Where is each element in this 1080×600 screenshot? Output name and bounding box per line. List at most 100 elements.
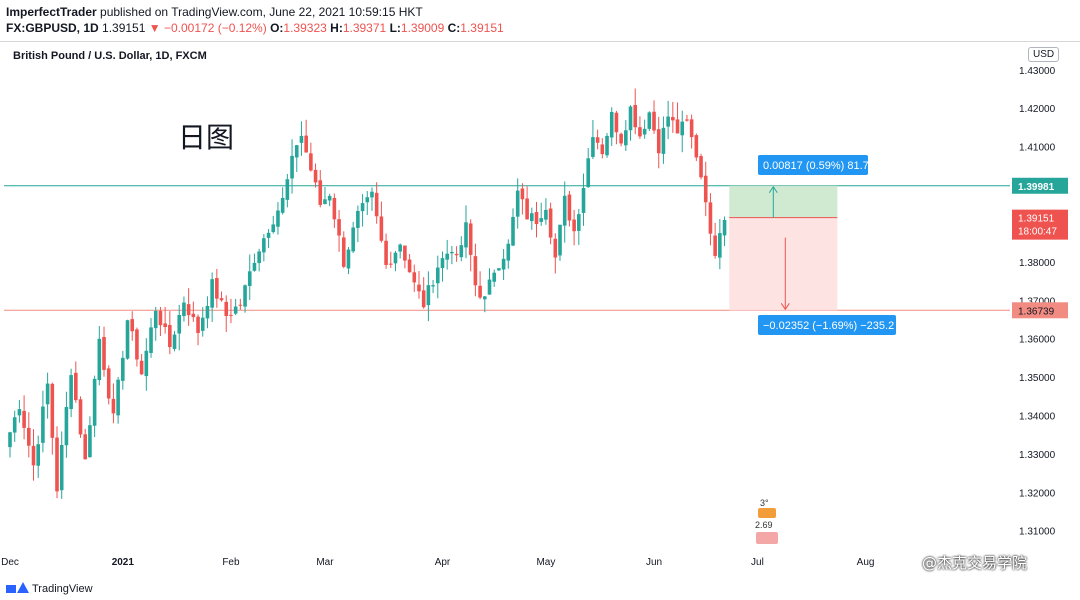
candle-body: [262, 238, 266, 253]
candle-body: [454, 253, 459, 256]
loss-arrowhead: [780, 303, 790, 311]
candle-body: [388, 263, 393, 265]
candle-body: [586, 158, 591, 188]
badge-bottom-text: 2.69: [755, 520, 773, 530]
candle-body: [341, 237, 346, 267]
candle-body: [45, 383, 50, 405]
candle-body: [158, 310, 163, 326]
candle-body: [215, 278, 219, 299]
symbol-label: FX:GBPUSD, 1D: [6, 21, 99, 35]
candle-body: [703, 175, 708, 203]
candle-body: [656, 129, 661, 154]
candle-body: [694, 135, 699, 158]
candle-body: [520, 188, 525, 200]
candle-body: [130, 319, 135, 332]
price-tag-box: [1012, 209, 1068, 240]
candle-body: [666, 116, 670, 127]
candle-body: [346, 249, 351, 269]
candle-body: [501, 258, 506, 270]
candle-body: [685, 119, 689, 121]
ohlc-line: FX:GBPUSD, 1D 1.39151 ▼ −0.00172 (−0.12%…: [6, 20, 1066, 37]
price-tag-label: 1.36739: [1018, 306, 1055, 317]
candle-body: [628, 106, 633, 131]
candle-body: [544, 209, 548, 220]
currency-button[interactable]: USD: [1028, 47, 1060, 62]
x-tick-label: Jul: [751, 557, 764, 568]
publish-info: published on TradingView.com, June 22, 2…: [96, 5, 423, 19]
chart-header: ImperfectTrader published on TradingView…: [6, 4, 1066, 37]
candle-body: [186, 304, 191, 316]
candle-body: [468, 223, 473, 255]
candle-body: [675, 119, 680, 134]
candle-body: [257, 251, 261, 264]
candle-body: [252, 262, 257, 271]
candle-body: [713, 235, 717, 256]
price-tag-box: [1012, 302, 1068, 319]
candle-body: [17, 409, 22, 416]
candle-body: [224, 301, 229, 317]
y-tick-label: 1.35000: [1019, 373, 1056, 384]
countdown-label: 18:00:47: [1018, 227, 1057, 238]
candle-body: [619, 133, 623, 144]
y-tick-label: 1.33000: [1019, 450, 1056, 461]
candle-body: [304, 135, 308, 153]
candle-body: [699, 156, 703, 178]
candle-body: [323, 199, 327, 205]
y-tick-label: 1.32000: [1019, 488, 1056, 499]
candle-body: [135, 329, 139, 360]
candle-body: [271, 224, 276, 233]
candle-body: [647, 112, 652, 129]
candle-body: [337, 219, 341, 236]
candle-body: [638, 127, 642, 137]
candle-body: [163, 323, 167, 328]
candle-body: [478, 285, 482, 298]
candle-body: [614, 112, 619, 133]
close-value: 1.39151: [460, 21, 504, 35]
candle-body: [689, 119, 694, 138]
candle-body: [144, 350, 149, 377]
tradingview-logo-icon[interactable]: [6, 582, 29, 595]
price-change: ▼ −0.00172 (−0.12%): [148, 21, 267, 35]
candle-body: [247, 271, 252, 286]
candle-body: [233, 306, 238, 314]
candle-body: [473, 256, 478, 286]
candle-body: [22, 410, 26, 428]
event-badge[interactable]: 3° 2.69: [752, 498, 782, 550]
candle-body: [276, 210, 280, 227]
close-label: C:: [447, 21, 461, 35]
brand-name[interactable]: TradingView: [32, 582, 93, 595]
candle-body: [553, 238, 558, 258]
candle-body: [567, 194, 572, 221]
candle-body: [633, 104, 638, 128]
candle-body: [722, 219, 727, 236]
candle-body: [8, 432, 12, 448]
candle-body: [351, 227, 355, 252]
author-name[interactable]: ImperfectTrader: [6, 5, 97, 19]
candle-body: [482, 296, 487, 300]
candle-body: [299, 135, 304, 143]
candle-body: [379, 216, 384, 241]
candle-body: [78, 399, 83, 435]
candle-body: [106, 368, 111, 399]
candle-body: [139, 360, 144, 375]
candle-body: [59, 444, 64, 491]
candle-body: [492, 272, 496, 282]
candle-body: [581, 187, 586, 213]
candle-body: [219, 298, 224, 301]
timeframe-annotation: 日图: [178, 121, 235, 154]
candle-body: [450, 252, 454, 254]
candle-body: [562, 195, 567, 226]
candle-body: [229, 314, 233, 316]
candle-body: [191, 313, 196, 318]
badge-flag-top: [758, 508, 776, 518]
candle-body: [595, 137, 600, 143]
candle-body: [403, 245, 407, 261]
candle-body: [459, 245, 464, 258]
candle-body: [280, 197, 285, 213]
candle-body: [370, 191, 374, 198]
price-tag-label: 1.39151: [1018, 214, 1055, 225]
candle-body: [511, 216, 515, 246]
candle-body: [464, 222, 468, 248]
candle-body: [591, 137, 595, 157]
